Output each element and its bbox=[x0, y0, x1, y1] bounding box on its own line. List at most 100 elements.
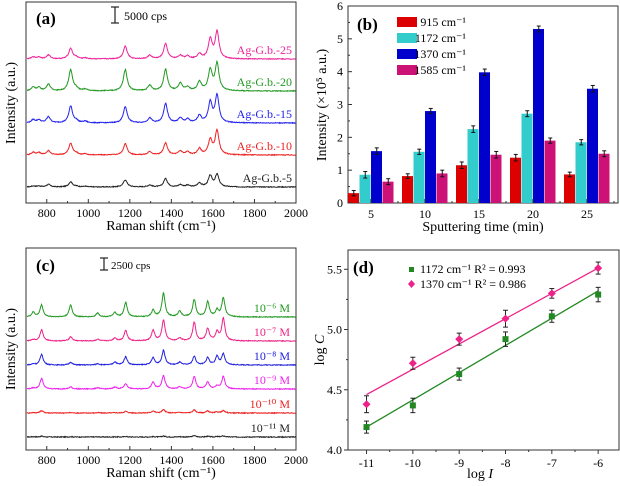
panel-c: 800 1000 1200 1400 1600 1800 2000 (c) 2500 cps… bbox=[4, 247, 308, 481]
spectrum-line-4 bbox=[27, 348, 297, 367]
legend-r2: R² = 0.986 bbox=[475, 277, 526, 291]
spectrum-line-2 bbox=[26, 128, 297, 157]
panel-b: 0 1 2 3 4 5 6 5 10 15 20 25 (b) 915 cm⁻¹ 1172 cm⁻¹ 13… bbox=[315, 0, 619, 235]
series-label: 10⁻¹⁰ M bbox=[250, 397, 291, 411]
panel-c-frame bbox=[25, 247, 297, 451]
y-tick-label: 4.0 bbox=[327, 443, 342, 457]
y-tick-label: 5.5 bbox=[327, 262, 342, 276]
panel-c-series-labels: 10⁻¹¹ M 10⁻¹⁰ M 10⁻⁹ M 10⁻⁸ M 10⁻⁷ M 10⁻⁶ M bbox=[250, 301, 291, 435]
x-tick-label: 2000 bbox=[284, 206, 308, 220]
x-tick-label: 1800 bbox=[242, 453, 266, 467]
legend-label: 915 cm⁻¹ bbox=[420, 15, 466, 29]
series-label: Ag-G.b.-25 bbox=[237, 43, 292, 57]
bar bbox=[413, 151, 425, 203]
legend-label: 1370 cm⁻¹ R² = 0.986 bbox=[420, 277, 526, 291]
fit-line bbox=[366, 290, 599, 428]
x-tick-label: 1000 bbox=[76, 453, 100, 467]
panel-d-plot bbox=[362, 261, 603, 434]
bar bbox=[490, 154, 502, 203]
fit-line bbox=[366, 267, 599, 396]
series-label: Ag-G.b.-10 bbox=[237, 139, 292, 153]
data-point bbox=[594, 264, 603, 273]
bar bbox=[598, 153, 610, 203]
legend-label: 1370 cm⁻¹ bbox=[414, 47, 466, 61]
panel-a-x-axis-title: Raman shift (cm⁻¹) bbox=[106, 219, 216, 234]
spectrum-line-2 bbox=[26, 408, 297, 415]
x-tick-label: 1800 bbox=[242, 206, 266, 220]
legend-name: 1370 cm⁻¹ bbox=[420, 277, 475, 291]
x-title-var: I bbox=[487, 467, 494, 482]
panel-c-x-axis-title: Raman shift (cm⁻¹) bbox=[106, 466, 216, 481]
panel-c-scale-bar: 2500 cps bbox=[100, 257, 150, 272]
spectrum-line-3 bbox=[26, 374, 296, 391]
x-tick-label: -8 bbox=[501, 456, 511, 470]
bar bbox=[510, 157, 521, 203]
spectrum-line-6 bbox=[26, 291, 297, 319]
panel-c-spectra bbox=[26, 291, 297, 439]
x-tick-label: 1200 bbox=[118, 453, 142, 467]
y-tick-label: 4.5 bbox=[327, 383, 342, 397]
data-point bbox=[455, 335, 464, 344]
data-point bbox=[456, 371, 463, 378]
bar bbox=[456, 165, 467, 203]
data-point bbox=[408, 359, 417, 368]
x-tick-label: 5 bbox=[368, 207, 374, 221]
x-tick-label: 25 bbox=[581, 207, 593, 221]
spectrum-line-1 bbox=[26, 172, 297, 189]
x-tick-label: 800 bbox=[38, 453, 56, 467]
y-tick-label: 0 bbox=[337, 196, 343, 210]
bar bbox=[479, 72, 490, 203]
y-title-log: log bbox=[313, 344, 328, 365]
bar bbox=[359, 174, 371, 203]
panel-c-label: (c) bbox=[36, 256, 55, 275]
legend-r2: R² = 0.993 bbox=[474, 262, 525, 276]
data-point bbox=[547, 289, 556, 298]
panel-c-x-ticks: 800 1000 1200 1400 1600 1800 2000 bbox=[25, 446, 308, 467]
bar bbox=[564, 174, 575, 203]
scale-bar-label: 2500 cps bbox=[111, 260, 150, 272]
bar bbox=[402, 176, 413, 203]
x-tick-label: -10 bbox=[405, 456, 421, 470]
bar bbox=[425, 111, 436, 203]
series-label: 10⁻⁶ M bbox=[254, 301, 291, 315]
panel-a-scale-bar: 5000 cps bbox=[111, 6, 167, 24]
series-label: Ag-G.b.-20 bbox=[237, 75, 292, 89]
scale-bar-label: 5000 cps bbox=[124, 9, 167, 23]
bar bbox=[544, 140, 556, 203]
legend-swatch bbox=[397, 65, 417, 75]
data-point bbox=[409, 402, 416, 409]
legend-label: 1172 cm⁻¹ R² = 0.993 bbox=[420, 262, 526, 276]
x-tick-label: 20 bbox=[527, 207, 539, 221]
data-point bbox=[363, 424, 370, 431]
y-tick-label: 1 bbox=[337, 163, 343, 177]
panel-a-label: (a) bbox=[36, 9, 56, 28]
y-tick-label: 3 bbox=[337, 98, 343, 112]
legend-label: 1172 cm⁻¹ bbox=[415, 31, 467, 45]
x-tick-label: 1600 bbox=[201, 453, 225, 467]
bar bbox=[467, 129, 479, 203]
spectrum-line-4 bbox=[26, 60, 297, 93]
x-tick-label: 1600 bbox=[201, 206, 225, 220]
panel-a-y-axis-title: Intensity (a.u.) bbox=[4, 62, 19, 144]
bar bbox=[521, 113, 533, 203]
y-title-var: C bbox=[313, 334, 328, 344]
panel-a-series-labels: Ag-G.b.-5 Ag-G.b.-10 Ag-G.b.-15 Ag-G.b.-20 A… bbox=[237, 43, 292, 185]
x-tick-label: 10 bbox=[419, 207, 431, 221]
legend-swatch bbox=[397, 33, 417, 43]
bar bbox=[436, 173, 448, 203]
legend-swatch bbox=[397, 49, 417, 59]
y-tick-label: 6 bbox=[337, 0, 343, 13]
data-point bbox=[362, 400, 371, 409]
x-tick-label: 1400 bbox=[159, 453, 183, 467]
panel-b-label: (b) bbox=[357, 15, 378, 34]
legend-marker bbox=[409, 267, 414, 272]
x-tick-label: -6 bbox=[593, 456, 603, 470]
data-point bbox=[548, 313, 555, 320]
x-tick-label: 1400 bbox=[159, 206, 183, 220]
x-tick-label: -11 bbox=[359, 456, 375, 470]
bar bbox=[533, 28, 544, 203]
panel-d-frame bbox=[347, 249, 620, 451]
y-tick-label: 5.0 bbox=[327, 323, 342, 337]
